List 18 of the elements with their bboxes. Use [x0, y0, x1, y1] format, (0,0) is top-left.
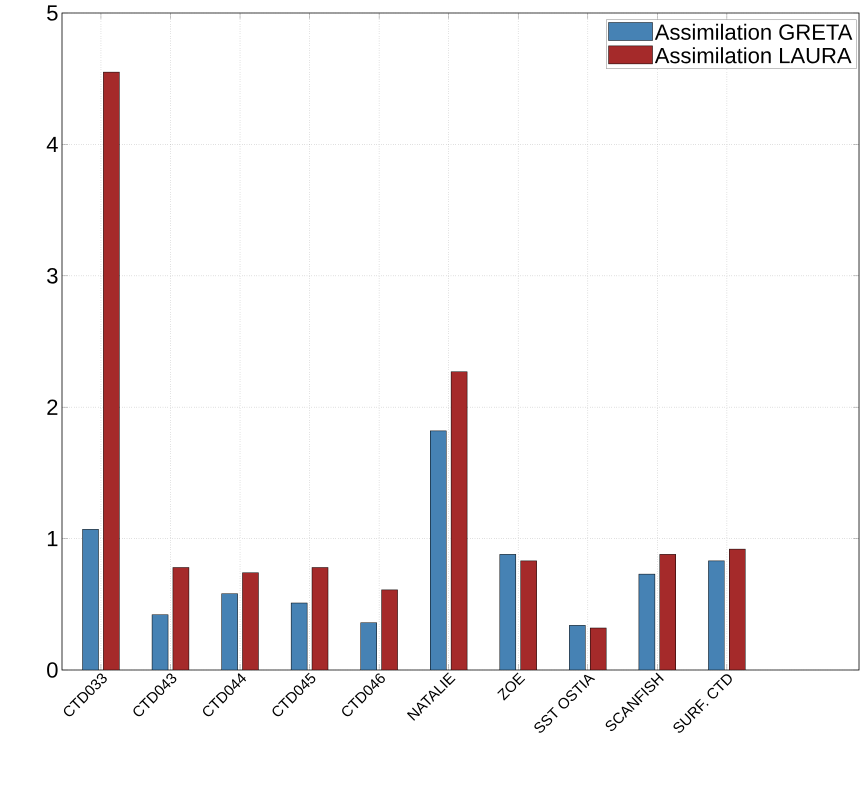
y-tick-label: 0	[47, 662, 58, 678]
bar	[708, 560, 725, 670]
y-tick-label: 4	[46, 136, 58, 152]
y-tick-label: 5	[47, 5, 58, 21]
bar	[500, 554, 516, 670]
bar	[430, 430, 446, 670]
bar	[221, 594, 238, 670]
bar	[82, 529, 99, 670]
bar	[638, 574, 656, 670]
y-tick-label: 2	[47, 400, 58, 415]
y-tick-label: 3	[47, 268, 58, 284]
legend-label: Assimilation GRETA	[654, 24, 852, 40]
legend-label: Assimilation LAURA	[654, 47, 852, 64]
y-tick-label: 1	[48, 531, 58, 546]
bar	[569, 625, 586, 670]
bar	[152, 614, 168, 670]
bar	[290, 602, 308, 670]
bar	[360, 622, 377, 670]
